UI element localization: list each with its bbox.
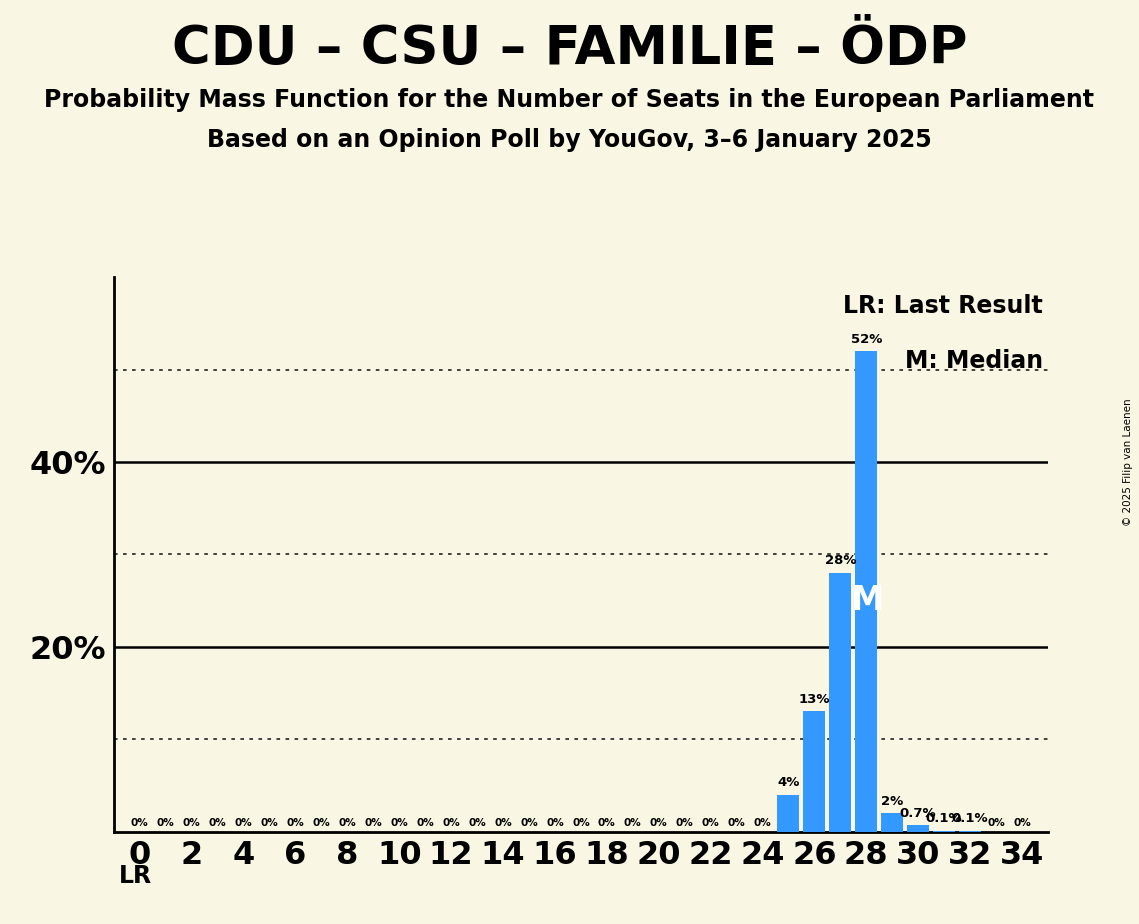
Text: 0%: 0%	[494, 819, 511, 828]
Text: M: M	[851, 584, 885, 617]
Text: 0.1%: 0.1%	[926, 812, 962, 825]
Text: 0%: 0%	[702, 819, 720, 828]
Text: 0%: 0%	[988, 819, 1005, 828]
Text: 0.7%: 0.7%	[900, 807, 936, 820]
Text: 0%: 0%	[468, 819, 486, 828]
Text: 13%: 13%	[798, 693, 830, 706]
Bar	[855, 351, 877, 832]
Text: 4%: 4%	[777, 776, 800, 789]
Text: 0%: 0%	[675, 819, 694, 828]
Text: 0%: 0%	[1013, 819, 1031, 828]
Text: 0%: 0%	[417, 819, 434, 828]
Text: LR: LR	[120, 864, 153, 888]
Text: 0%: 0%	[391, 819, 408, 828]
Bar	[959, 831, 981, 832]
Bar	[829, 573, 851, 832]
Text: 0%: 0%	[598, 819, 616, 828]
Bar	[803, 711, 826, 832]
Text: M: Median: M: Median	[906, 349, 1043, 373]
Text: 0%: 0%	[261, 819, 278, 828]
Text: 2%: 2%	[882, 795, 903, 808]
Text: Probability Mass Function for the Number of Seats in the European Parliament: Probability Mass Function for the Number…	[44, 88, 1095, 112]
Bar	[907, 825, 929, 832]
Text: 0%: 0%	[754, 819, 771, 828]
Text: 0%: 0%	[442, 819, 460, 828]
Text: © 2025 Filip van Laenen: © 2025 Filip van Laenen	[1123, 398, 1133, 526]
Text: 0%: 0%	[131, 819, 149, 828]
Text: 0%: 0%	[572, 819, 590, 828]
Text: 0%: 0%	[312, 819, 330, 828]
Text: 52%: 52%	[851, 333, 882, 346]
Text: 0%: 0%	[287, 819, 304, 828]
Bar	[882, 813, 903, 832]
Text: 0%: 0%	[157, 819, 174, 828]
Text: 0%: 0%	[364, 819, 383, 828]
Text: 0%: 0%	[208, 819, 227, 828]
Text: 0%: 0%	[338, 819, 357, 828]
Text: 0.1%: 0.1%	[952, 812, 989, 825]
Text: CDU – CSU – FAMILIE – ÖDP: CDU – CSU – FAMILIE – ÖDP	[172, 23, 967, 75]
Text: 0%: 0%	[183, 819, 200, 828]
Text: 0%: 0%	[235, 819, 253, 828]
Text: 0%: 0%	[546, 819, 564, 828]
Text: 0%: 0%	[650, 819, 667, 828]
Text: Based on an Opinion Poll by YouGov, 3–6 January 2025: Based on an Opinion Poll by YouGov, 3–6 …	[207, 128, 932, 152]
Bar	[778, 795, 800, 832]
Text: 0%: 0%	[624, 819, 641, 828]
Text: LR: Last Result: LR: Last Result	[844, 294, 1043, 318]
Text: 0%: 0%	[728, 819, 745, 828]
Bar	[933, 831, 956, 832]
Text: 0%: 0%	[521, 819, 538, 828]
Text: 28%: 28%	[825, 554, 857, 567]
